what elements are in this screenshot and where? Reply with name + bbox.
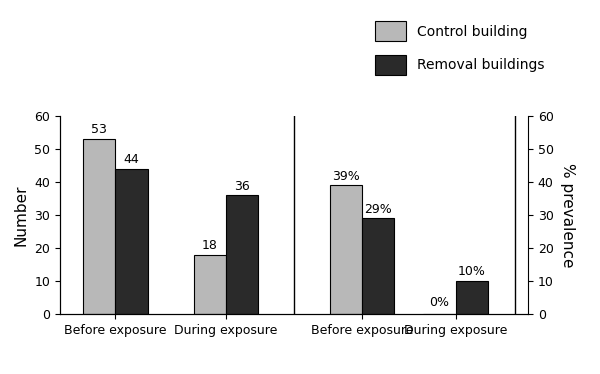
- Bar: [115, 169, 148, 314]
- Bar: [330, 186, 362, 314]
- Legend: Control building, Removal buildings: Control building, Removal buildings: [368, 15, 551, 82]
- Bar: [362, 218, 394, 314]
- Text: 44: 44: [124, 153, 139, 166]
- Text: 0%: 0%: [430, 296, 449, 309]
- Bar: [226, 195, 258, 314]
- Text: 36: 36: [234, 180, 250, 193]
- Text: 39%: 39%: [332, 170, 360, 183]
- Bar: [83, 139, 115, 314]
- Text: 29%: 29%: [364, 203, 392, 216]
- Text: 10%: 10%: [458, 266, 486, 279]
- Text: 53: 53: [91, 123, 107, 137]
- Text: 18: 18: [202, 239, 218, 252]
- Bar: [194, 255, 226, 314]
- Bar: [455, 281, 488, 314]
- Y-axis label: % prevalence: % prevalence: [560, 163, 575, 267]
- Y-axis label: Number: Number: [14, 184, 29, 246]
